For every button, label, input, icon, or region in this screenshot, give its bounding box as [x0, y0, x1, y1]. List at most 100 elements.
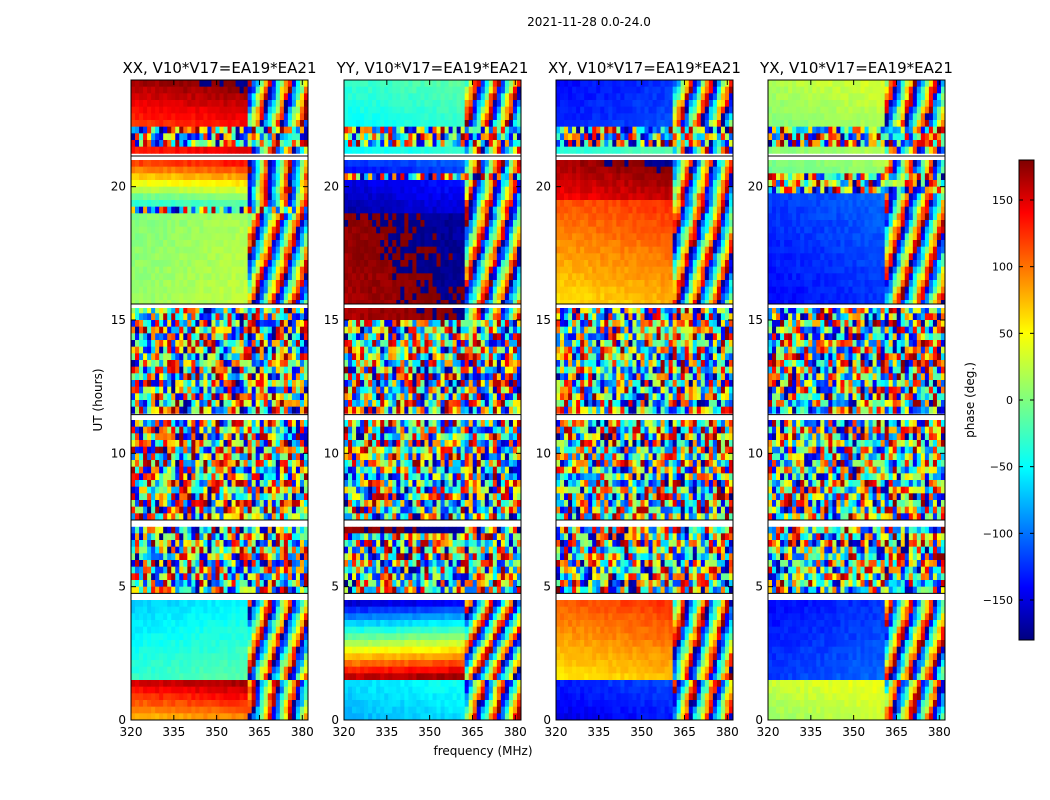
heat-cell — [203, 166, 208, 174]
heat-cell — [243, 80, 249, 88]
heat-cell — [131, 320, 136, 328]
heat-cell — [203, 380, 208, 388]
heat-cell — [163, 346, 168, 354]
heat-cell — [143, 446, 148, 454]
heat-cell — [255, 166, 261, 174]
heat-cell — [231, 360, 236, 368]
heat-cell — [456, 180, 462, 188]
heat-cell — [203, 486, 208, 494]
heat-cell — [195, 113, 200, 121]
heat-cell — [267, 246, 273, 254]
heat-cell — [287, 80, 293, 88]
heat-cell — [155, 680, 160, 688]
heat-cell — [199, 506, 204, 514]
heat-cell — [492, 93, 498, 101]
heat-cell — [235, 580, 241, 588]
heat-cell — [179, 706, 184, 714]
heat-cell — [452, 113, 458, 121]
heat-cell — [279, 546, 285, 554]
heat-cell — [175, 80, 180, 88]
heat-cell — [287, 640, 293, 648]
heat-cell — [203, 446, 208, 454]
heat-cell — [263, 613, 269, 621]
heat-cell — [372, 106, 377, 114]
heat-cell — [151, 553, 156, 561]
heat-cell — [299, 666, 305, 674]
heat-cell — [243, 680, 249, 688]
heat-cell — [147, 666, 152, 674]
heat-cell — [271, 493, 277, 501]
heat-cell — [175, 386, 180, 394]
heat-cell — [167, 386, 172, 394]
heat-cell — [151, 566, 156, 574]
heat-cell — [147, 366, 152, 374]
heat-cell — [275, 126, 281, 134]
heat-cell — [279, 113, 285, 121]
heat-cell — [279, 426, 285, 434]
heat-cell — [203, 280, 208, 288]
heat-cell — [420, 213, 425, 221]
heat-cell — [263, 466, 269, 474]
heat-cell — [291, 400, 297, 408]
heat-cell — [147, 573, 152, 581]
heat-cell — [231, 380, 236, 388]
heat-cell — [191, 640, 196, 648]
heat-cell — [352, 200, 357, 208]
heat-cell — [295, 346, 301, 354]
heat-cell — [211, 680, 216, 688]
heat-cell — [215, 86, 220, 94]
heat-cell — [412, 146, 417, 154]
heat-cell — [167, 653, 172, 661]
heat-cell — [235, 380, 241, 388]
heat-cell — [151, 220, 156, 228]
heat-cell — [287, 140, 293, 148]
heat-cell — [263, 293, 269, 301]
heat-cell — [219, 466, 224, 474]
heat-cell — [191, 360, 196, 368]
heat-cell — [512, 146, 518, 154]
heat-cell — [235, 546, 241, 554]
heat-cell — [243, 293, 249, 301]
heat-cell — [259, 506, 265, 514]
heat-cell — [191, 353, 196, 361]
heat-cell — [151, 246, 156, 254]
heat-cell — [199, 493, 204, 501]
heat-cell — [183, 100, 188, 108]
heat-cell — [131, 233, 136, 241]
heat-cell — [243, 566, 249, 574]
heat-cell — [207, 700, 212, 708]
heat-cell — [243, 273, 249, 281]
heat-cell — [239, 513, 245, 521]
heat-cell — [412, 86, 417, 94]
heat-cell — [251, 713, 257, 721]
heat-cell — [163, 233, 168, 241]
heat-cell — [299, 186, 305, 194]
heat-cell — [199, 193, 204, 201]
heat-cell — [183, 453, 188, 461]
heat-cell — [167, 206, 172, 214]
heat-cell — [211, 93, 216, 101]
heat-cell — [227, 340, 232, 348]
heat-cell — [163, 266, 168, 274]
heat-cell — [299, 86, 305, 94]
heat-cell — [388, 220, 393, 228]
heat-cell — [211, 440, 216, 448]
heat-cell — [143, 346, 148, 354]
heat-cell — [271, 293, 277, 301]
heat-cell — [175, 700, 180, 708]
heat-cell — [175, 473, 180, 481]
heat-cell — [247, 646, 253, 654]
heat-cell — [179, 100, 184, 108]
heat-cell — [291, 126, 297, 134]
heat-cell — [267, 700, 273, 708]
heat-cell — [199, 653, 204, 661]
heat-cell — [191, 606, 196, 614]
heat-cell — [283, 486, 289, 494]
heat-cell — [163, 326, 168, 334]
heat-cell — [227, 206, 232, 214]
heat-cell — [139, 140, 144, 148]
heat-cell — [444, 173, 449, 181]
heat-cell — [231, 113, 236, 121]
heat-cell — [135, 506, 140, 514]
heat-cell — [416, 140, 421, 148]
